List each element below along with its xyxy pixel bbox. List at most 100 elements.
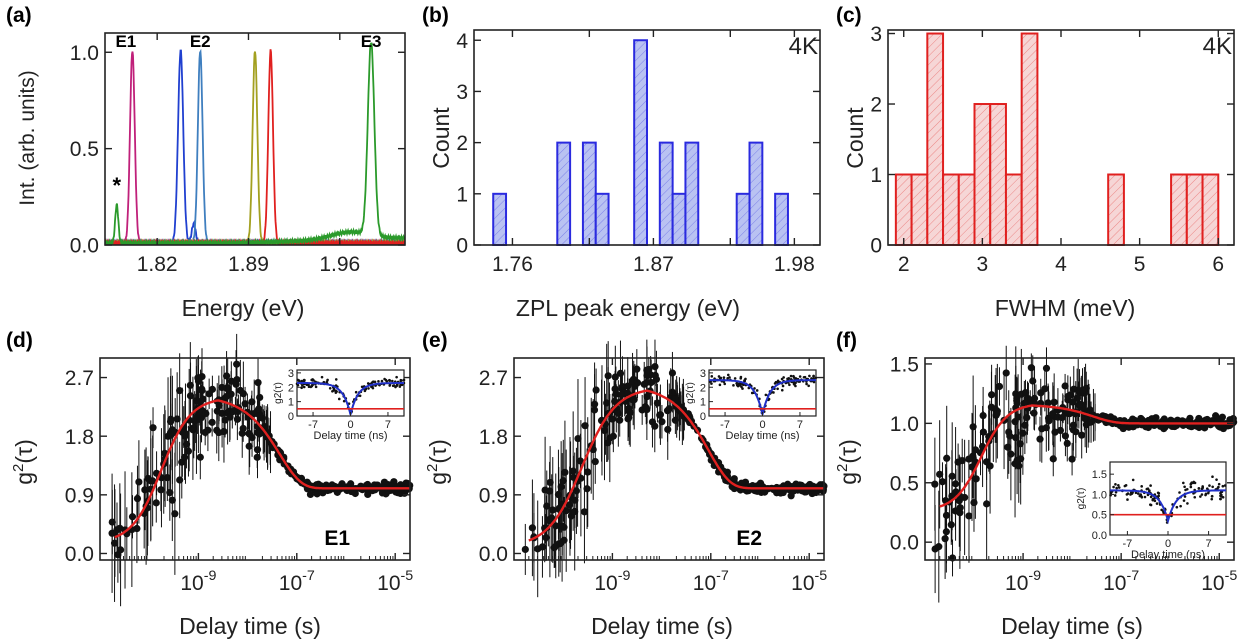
data-point: [1012, 390, 1020, 398]
data-point: [351, 489, 359, 498]
inset-data-point: [1216, 487, 1219, 490]
inset-data-point: [360, 385, 364, 389]
data-point: [1049, 410, 1057, 418]
data-point: [993, 409, 1001, 418]
inset-data-point: [773, 382, 777, 385]
inset-y-tick-label: 2: [288, 382, 294, 394]
data-point: [186, 381, 194, 389]
data-point: [201, 428, 209, 437]
inset-x-tick-label: 0: [347, 419, 353, 431]
inset-data-point: [1189, 483, 1193, 486]
data-point: [223, 383, 231, 392]
data-point: [218, 383, 226, 392]
inset-y-tick-label: 0.0: [1092, 530, 1107, 542]
f-y-tick-label: 1.0: [890, 413, 919, 436]
inset-x-axis-label: Delay time (ns): [314, 430, 388, 442]
a-plot-frame: [104, 32, 406, 246]
inset-data-point: [1134, 491, 1138, 495]
inset-data-point: [396, 383, 399, 387]
inset-data-point: [1149, 503, 1153, 507]
histogram-bar: [581, 141, 597, 246]
histogram-bar: [942, 173, 960, 246]
e-y-tick-label: 0.9: [479, 484, 508, 507]
inset-data-point: [723, 382, 727, 386]
plot-layer: 1.82 1.89 1.960.00.51.0E1 E2 E3*1.76 1.87 1.98…: [65, 23, 1237, 607]
x-axis-label-e: Delay time (s): [591, 613, 733, 639]
inset-data-point: [1183, 495, 1187, 498]
inset-data-point: [812, 374, 815, 378]
data-point: [583, 485, 591, 493]
data-point: [255, 430, 264, 438]
inset-y-tick-label: 0.5: [1092, 510, 1107, 522]
histogram-bar: [735, 192, 751, 246]
data-point: [580, 508, 589, 516]
inset-data-point: [373, 380, 377, 384]
inset-data-point: [1183, 485, 1186, 489]
e-y-tick-label: 1.8: [479, 426, 508, 449]
data-point: [625, 414, 633, 422]
inset-data-point: [1210, 494, 1214, 498]
inset-x-tick-label: 7: [797, 419, 803, 431]
data-point: [1016, 440, 1024, 448]
data-point: [931, 480, 939, 488]
histogram-bar: [910, 173, 929, 246]
inset-data-point: [1140, 495, 1144, 499]
inset-data-point: [1197, 487, 1201, 490]
inset-data-point: [1182, 499, 1186, 502]
data-point: [1078, 431, 1086, 439]
inset-data-point: [808, 374, 811, 378]
inset-y-axis-label: g2(τ): [1076, 488, 1087, 510]
data-point: [559, 477, 567, 485]
inset-data-point: [814, 376, 818, 380]
data-point: [664, 425, 672, 434]
data-point: [133, 494, 142, 503]
y-axis-label-d: g2(τ): [10, 439, 37, 485]
data-point: [1006, 432, 1014, 440]
emitter-label-e: E2: [736, 527, 762, 550]
data-point: [549, 506, 557, 514]
data-point: [241, 400, 249, 408]
data-point: [558, 522, 566, 530]
inset-data-point: [722, 376, 726, 379]
b-plot-frame: [473, 29, 821, 246]
inset-data-point: [1217, 482, 1221, 486]
inset-data-point: [788, 383, 791, 387]
inset-data-point: [1223, 484, 1227, 487]
f-plot-frame: [924, 357, 1235, 561]
data-point: [196, 453, 204, 461]
inset-data-point: [1211, 475, 1214, 479]
inset-data-point: [1206, 491, 1210, 495]
data-point: [581, 422, 589, 430]
data-point: [630, 395, 638, 404]
y-axis-label-f: g2(τ): [834, 439, 861, 485]
data-point: [609, 432, 617, 440]
histogram-bar: [658, 141, 674, 246]
data-point: [668, 369, 677, 377]
data-point: [254, 378, 262, 387]
data-point: [1063, 439, 1071, 448]
histogram-panel-b: 1.76 1.87 1.98 0 1 2 3 4: [456, 29, 821, 276]
data-point: [936, 470, 944, 478]
c-y-tick-label: 2: [870, 94, 882, 117]
b-y-tick-label: 4: [456, 30, 468, 53]
inset-data-point: [1115, 486, 1118, 490]
data-point: [1042, 364, 1051, 372]
inset-data-point: [1182, 481, 1185, 485]
data-point: [171, 510, 179, 518]
data-point: [255, 405, 263, 413]
inset-data-point: [776, 387, 779, 391]
inset-data-point: [1148, 489, 1151, 492]
emitter-label-d: E1: [324, 527, 350, 550]
inset-data-point: [388, 379, 392, 382]
inset-data-point: [367, 387, 370, 390]
data-point: [948, 472, 956, 480]
inset-data-point: [1178, 491, 1181, 494]
peak-label-e3: E3: [361, 32, 382, 51]
inset-data-point: [798, 375, 802, 378]
inset-data-point: [744, 377, 747, 381]
data-point: [590, 400, 599, 408]
data-point: [566, 501, 574, 509]
panel-label-d: (d): [6, 329, 33, 352]
data-point: [1029, 377, 1037, 385]
